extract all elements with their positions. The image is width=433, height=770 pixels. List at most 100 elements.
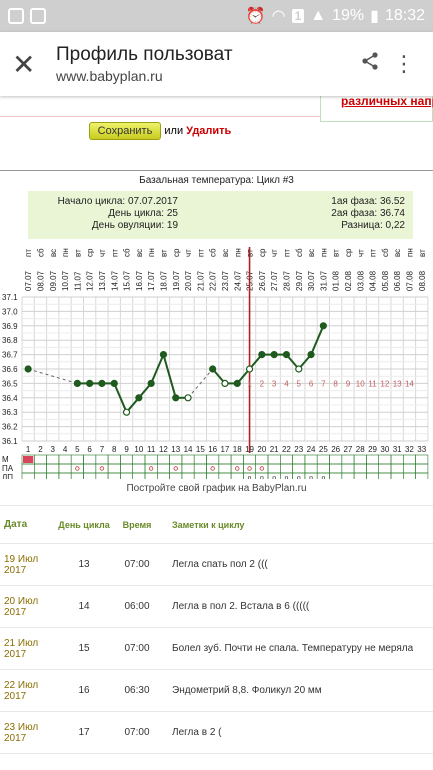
row-day: 15 xyxy=(78,643,90,654)
close-icon[interactable]: ✕ xyxy=(12,48,36,80)
side-link[interactable]: различных напр xyxy=(341,96,433,108)
row-cell xyxy=(95,472,109,483)
weekday-tick-label: сб xyxy=(295,248,304,257)
day-tick-label: 17 xyxy=(220,445,229,454)
row-cell xyxy=(390,472,404,483)
weekday-tick-label: сб xyxy=(123,248,132,257)
date-tick-label: 17.07 xyxy=(147,270,156,291)
data-point xyxy=(172,394,180,402)
row-cell xyxy=(206,454,220,465)
cycle-day: День цикла: 25 xyxy=(108,208,178,219)
day-tick-label: 19 xyxy=(245,445,254,454)
header-note: Заметки к циклу xyxy=(172,519,245,530)
pa-mark xyxy=(259,466,265,471)
post-ovulation-counter: 4 xyxy=(284,379,289,388)
row-cell xyxy=(329,454,343,465)
day-tick-label: 13 xyxy=(171,445,180,454)
day-tick-label: 9 xyxy=(124,445,129,454)
cycle-start: Начало цикла: 07.07.2017 xyxy=(57,196,178,207)
row-cell xyxy=(132,454,146,465)
weekday-tick-label: вт xyxy=(418,249,427,257)
row-day: 17 xyxy=(78,727,90,738)
battery-level: 19% xyxy=(332,7,365,24)
date-tick-label: 14.07 xyxy=(110,270,119,291)
row-cell xyxy=(58,454,72,465)
day-tick-label: 27 xyxy=(343,445,352,454)
post-ovulation-counter: 9 xyxy=(346,379,351,388)
chart-footer[interactable]: Постройте свой график на BabyPlan.ru xyxy=(126,483,307,494)
weekday-tick-label: вт xyxy=(332,249,341,257)
row-time: 07:00 xyxy=(124,643,150,654)
row-date: 19 Июл 2017 xyxy=(4,553,39,576)
divider xyxy=(0,116,320,117)
row-cell xyxy=(292,463,306,474)
row-cell xyxy=(218,454,232,465)
row-cell xyxy=(341,454,355,465)
notification-icon xyxy=(30,8,46,24)
pa-mark xyxy=(235,466,240,471)
data-point xyxy=(270,350,278,359)
date-tick-label: 28.07 xyxy=(282,270,291,291)
table-row: 22 Июл 2017 16 06:30 Эндометрий 8,8. Фол… xyxy=(0,670,433,712)
weekday-tick-label: чт xyxy=(184,249,193,257)
row-cell xyxy=(21,463,35,474)
delete-link[interactable]: Удалить xyxy=(186,125,232,137)
data-point xyxy=(258,350,266,359)
row-label: М xyxy=(2,455,9,464)
header-day: День цикла xyxy=(58,519,110,530)
row-cell xyxy=(243,463,256,474)
row-cell xyxy=(243,454,256,465)
row-cell xyxy=(46,472,60,483)
date-tick-label: 20.07 xyxy=(184,270,193,291)
app-bar-titles: Профиль пользоват www.babyplan.ru xyxy=(56,44,353,84)
lp-mark: п xyxy=(284,474,288,480)
day-tick-label: 12 xyxy=(159,445,168,454)
lp-mark: п xyxy=(321,474,325,480)
row-cell xyxy=(157,454,170,465)
signal-icon: ▲ xyxy=(310,7,327,24)
date-tick-label: 29.07 xyxy=(295,270,304,291)
row-cell xyxy=(46,454,60,465)
y-tick-label: 36.5 xyxy=(2,379,18,388)
y-tick-label: 36.7 xyxy=(2,351,18,360)
save-button[interactable]: Сохранить xyxy=(88,122,162,140)
data-point xyxy=(159,350,168,359)
weekday-tick-label: вс xyxy=(135,249,144,257)
date-tick-label: 01.08 xyxy=(332,270,341,291)
date-tick-label: 12.07 xyxy=(86,270,95,291)
y-tick-label: 36.6 xyxy=(2,365,18,374)
date-tick-label: 13.07 xyxy=(98,270,107,291)
row-date: 21 Июл 2017 xyxy=(4,637,39,660)
post-ovulation-counter: 11 xyxy=(368,379,377,388)
row-cell xyxy=(169,454,183,465)
weekday-tick-label: сб xyxy=(209,248,218,257)
post-ovulation-counter: 12 xyxy=(380,379,389,388)
day-tick-label: 8 xyxy=(112,445,117,454)
row-cell xyxy=(33,463,47,474)
day-tick-label: 16 xyxy=(208,445,217,454)
weekday-tick-label: вс xyxy=(221,249,230,257)
row-cell xyxy=(341,472,355,483)
row-cell xyxy=(218,463,232,474)
data-point xyxy=(307,350,315,359)
share-icon[interactable] xyxy=(353,51,387,77)
series-line xyxy=(150,354,165,384)
table-row: 21 Июл 2017 15 07:00 Болел зуб. Почти не… xyxy=(0,628,433,670)
y-tick-label: 36.9 xyxy=(2,322,18,331)
row-cell xyxy=(144,472,158,483)
alarm-icon: ⏰ xyxy=(245,8,266,25)
day-tick-label: 30 xyxy=(380,445,389,454)
cycle-info: Начало цикла: 07.07.2017 День цикла: 25 … xyxy=(28,191,413,239)
date-tick-label: 08.07 xyxy=(36,270,45,291)
lp-mark: п xyxy=(272,474,276,480)
post-ovulation-counter: 2 xyxy=(260,379,265,388)
row-cell xyxy=(316,463,330,474)
row-cell xyxy=(83,454,97,465)
row-cell xyxy=(267,454,281,465)
row-cell xyxy=(95,454,109,465)
row-cell xyxy=(144,454,158,465)
day-tick-label: 28 xyxy=(356,445,365,454)
row-cell xyxy=(304,454,318,465)
more-menu-icon[interactable]: ⋮ xyxy=(393,51,415,76)
row-cell xyxy=(120,454,134,465)
